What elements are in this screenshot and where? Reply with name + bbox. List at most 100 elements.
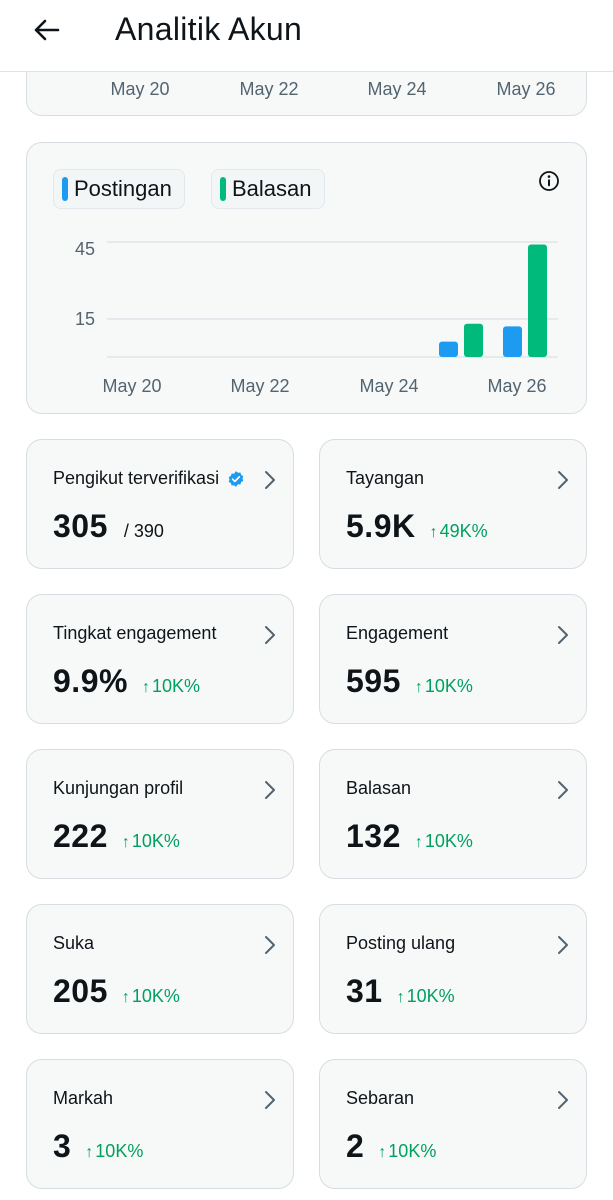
- x-axis-label: May 24: [367, 79, 427, 99]
- arrow-left-icon: [34, 19, 60, 41]
- stat-change: ↑ 10K%: [142, 676, 200, 697]
- chevron-right-icon: [265, 936, 275, 954]
- x-axis-label: May 26: [496, 79, 556, 99]
- stat-label: Pengikut terverifikasi: [53, 468, 245, 489]
- stat-value-row: 9.9% ↑ 10K%: [53, 663, 200, 700]
- legend-balasan[interactable]: Balasan: [211, 169, 325, 209]
- page-title: Analitik Akun: [115, 11, 303, 47]
- stat-change: ↑ 10K%: [378, 1141, 436, 1162]
- chevron-right-icon: [558, 626, 568, 644]
- stat-change-value: 10K%: [131, 831, 180, 851]
- stat-change-value: 49K%: [439, 521, 488, 541]
- legend-swatch-balasan: [220, 177, 226, 201]
- stat-value: 3: [53, 1128, 72, 1164]
- stat-change: ↑ 49K%: [430, 521, 488, 542]
- stat-label: Tayangan: [346, 468, 424, 489]
- stat-label-text: Engagement: [346, 623, 449, 643]
- arrow-up-icon: ↑: [378, 1144, 387, 1161]
- stat-change-value: 10K%: [424, 676, 473, 696]
- stat-label: Sebaran: [346, 1088, 414, 1109]
- stat-change-value: 10K%: [95, 1141, 144, 1161]
- chevron-right-icon: [265, 471, 275, 489]
- stat-value: 595: [346, 663, 401, 699]
- chevron-right-icon: [265, 1091, 275, 1109]
- info-icon[interactable]: [538, 170, 560, 192]
- arrow-up-icon: ↑: [121, 989, 130, 1006]
- arrow-up-icon: ↑: [85, 1144, 94, 1161]
- stat-label: Suka: [53, 933, 94, 954]
- chevron-right-icon: [558, 471, 568, 489]
- stat-change: ↑ 10K%: [85, 1141, 143, 1162]
- stat-change-value: 10K%: [424, 831, 473, 851]
- stat-value: 132: [346, 818, 401, 854]
- stat-value-row: 5.9K ↑ 49K%: [346, 508, 488, 545]
- stat-change-value: 10K%: [131, 986, 180, 1006]
- stat-change: ↑ 10K%: [415, 676, 473, 697]
- stat-label: Balasan: [346, 778, 411, 799]
- stat-value: 205: [53, 973, 108, 1009]
- x-tick-label: May 24: [359, 376, 419, 396]
- stat-value: 305: [53, 508, 108, 544]
- stat-card-bookmarks[interactable]: Markah 3 ↑ 10K%: [26, 1059, 294, 1189]
- stat-label-text: Tayangan: [346, 468, 425, 488]
- stat-label: Markah: [53, 1088, 113, 1109]
- stat-label-text: Markah: [53, 1088, 114, 1108]
- stat-card-engagements[interactable]: Engagement 595 ↑ 10K%: [319, 594, 587, 724]
- stat-card-reposts[interactable]: Posting ulang 31 ↑ 10K%: [319, 904, 587, 1034]
- posts-replies-chart-card: Postingan Balasan 45 15 May 20 May 22 Ma…: [26, 142, 587, 414]
- chevron-right-icon: [265, 781, 275, 799]
- stat-card-verified-followers[interactable]: Pengikut terverifikasi 305 / 390: [26, 439, 294, 569]
- stat-label: Posting ulang: [346, 933, 455, 954]
- stat-label-text: Kunjungan profil: [53, 778, 184, 798]
- stat-value: 31: [346, 973, 383, 1009]
- stat-change-value: 10K%: [151, 676, 200, 696]
- chevron-right-icon: [558, 1091, 568, 1109]
- chevron-right-icon: [265, 626, 275, 644]
- bar-balasan-1: [528, 244, 547, 357]
- bar-chart-plot: [107, 241, 558, 358]
- stat-label: Kunjungan profil: [53, 778, 183, 799]
- stat-label-text: Posting ulang: [346, 933, 456, 953]
- stat-value-row: 222 ↑ 10K%: [53, 818, 180, 855]
- x-axis-label: May 22: [239, 79, 299, 99]
- x-tick-label: May 22: [230, 376, 290, 396]
- chevron-right-icon: [558, 936, 568, 954]
- stat-change: ↑ 10K%: [122, 831, 180, 852]
- legend-label: Balasan: [232, 176, 312, 201]
- stat-label: Tingkat engagement: [53, 623, 216, 644]
- stat-label-text: Balasan: [346, 778, 412, 798]
- stat-change-value: 10K%: [406, 986, 455, 1006]
- stat-label-text: Sebaran: [346, 1088, 415, 1108]
- stat-card-shares[interactable]: Sebaran 2 ↑ 10K%: [319, 1059, 587, 1189]
- stat-card-profile-visits[interactable]: Kunjungan profil 222 ↑ 10K%: [26, 749, 294, 879]
- stat-value: 2: [346, 1128, 365, 1164]
- verified-badge-icon: [228, 470, 244, 487]
- stat-change: ↑ 10K%: [397, 986, 455, 1007]
- chevron-right-icon: [558, 781, 568, 799]
- back-button[interactable]: [24, 10, 68, 50]
- stat-value-row: 132 ↑ 10K%: [346, 818, 473, 855]
- stat-value-row: 305 / 390: [53, 508, 164, 545]
- stat-card-likes[interactable]: Suka 205 ↑ 10K%: [26, 904, 294, 1034]
- legend-postingan[interactable]: Postingan: [53, 169, 185, 209]
- arrow-up-icon: ↑: [414, 834, 423, 851]
- legend-label: Postingan: [74, 176, 172, 201]
- stat-card-replies[interactable]: Balasan 132 ↑ 10K%: [319, 749, 587, 879]
- stat-card-impressions[interactable]: Tayangan 5.9K ↑ 49K%: [319, 439, 587, 569]
- bar-balasan-0: [464, 323, 483, 357]
- stat-card-engagement-rate[interactable]: Tingkat engagement 9.9% ↑ 10K%: [26, 594, 294, 724]
- stat-value-row: 2 ↑ 10K%: [346, 1128, 436, 1165]
- stat-label-text: Suka: [53, 933, 95, 953]
- arrow-up-icon: ↑: [121, 834, 130, 851]
- y-tick-label: 45: [74, 239, 95, 259]
- stat-value: 222: [53, 818, 108, 854]
- stat-value-row: 205 ↑ 10K%: [53, 973, 180, 1010]
- y-tick-label: 15: [74, 309, 95, 329]
- stat-label: Engagement: [346, 623, 448, 644]
- x-axis-label: May 20: [110, 79, 170, 99]
- x-tick-label: May 26: [487, 376, 547, 396]
- bar-postingan-1: [503, 326, 522, 357]
- bar-postingan-0: [439, 341, 458, 357]
- stat-change-value: 10K%: [388, 1141, 437, 1161]
- stat-value-row: 31 ↑ 10K%: [346, 973, 455, 1010]
